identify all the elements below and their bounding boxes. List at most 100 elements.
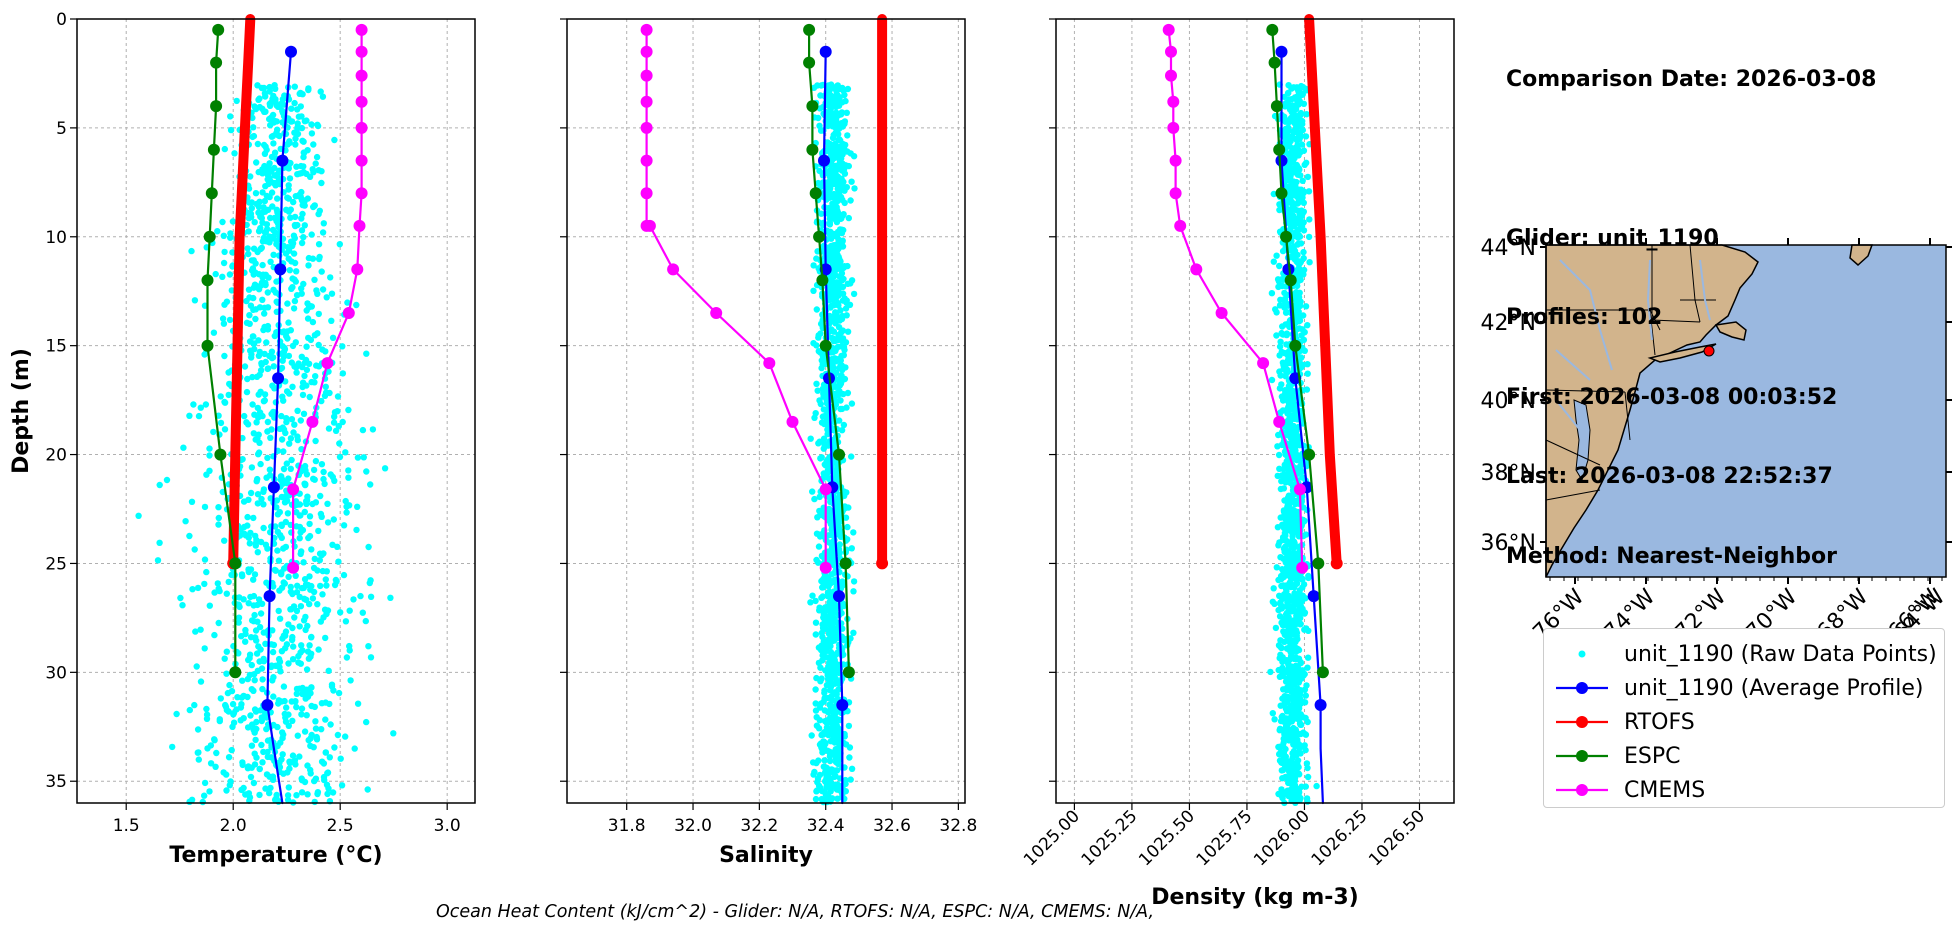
raw-data-point [211, 589, 218, 596]
raw-data-point [829, 115, 837, 122]
raw-data-point [1291, 590, 1298, 597]
raw-data-point [252, 542, 259, 549]
raw-data-point [354, 700, 362, 707]
raw-data-point [215, 514, 222, 522]
raw-data-point [318, 461, 326, 468]
raw-data-point [835, 324, 843, 331]
raw-data-point [823, 462, 830, 469]
raw-data-point [258, 741, 265, 749]
y-tick-label: 15 [45, 337, 67, 357]
raw-data-point [822, 667, 829, 674]
raw-data-point [220, 320, 228, 327]
raw-data-point [834, 82, 841, 89]
raw-data-point [831, 670, 838, 678]
raw-data-point [313, 153, 321, 161]
raw-data-point [300, 617, 308, 624]
series-marker [1167, 95, 1180, 108]
raw-data-point [280, 465, 288, 473]
raw-data-point [309, 595, 317, 602]
raw-data-point [1283, 595, 1291, 603]
raw-data-point [367, 593, 375, 600]
raw-data-point [1281, 471, 1288, 478]
raw-data-point [1294, 770, 1301, 778]
raw-data-point [247, 712, 254, 719]
raw-data-point [847, 776, 854, 783]
raw-data-point [825, 191, 833, 198]
raw-data-point [154, 557, 162, 564]
raw-data-point [1285, 348, 1292, 355]
series-marker [1165, 45, 1177, 58]
raw-data-point [284, 335, 291, 342]
raw-data-point [182, 518, 189, 525]
raw-data-point [325, 368, 332, 375]
raw-data-point [288, 105, 295, 112]
raw-data-point [180, 444, 187, 451]
raw-data-point [283, 460, 290, 467]
raw-data-point [282, 543, 290, 551]
raw-data-point [247, 634, 255, 641]
raw-data-point [298, 642, 305, 649]
raw-data-point [1281, 497, 1288, 504]
raw-data-point [308, 378, 315, 386]
raw-data-point [826, 636, 833, 643]
raw-data-point [257, 707, 264, 714]
x-tick-label: 31.8 [608, 816, 646, 836]
raw-data-point [1302, 595, 1309, 602]
raw-data-point [290, 250, 298, 257]
raw-data-point [328, 317, 335, 324]
raw-data-point [246, 312, 253, 319]
raw-data-point [830, 131, 837, 139]
raw-data-point [826, 221, 834, 228]
raw-data-point [821, 694, 829, 701]
raw-data-point [848, 453, 855, 460]
raw-data-point [848, 400, 856, 407]
raw-data-point [227, 113, 234, 120]
raw-data-point [1291, 631, 1299, 638]
raw-data-point [245, 600, 252, 607]
raw-data-point [840, 344, 848, 351]
raw-data-point [242, 532, 249, 539]
series-marker [1167, 121, 1180, 134]
raw-data-point [315, 167, 322, 174]
raw-data-point [266, 88, 273, 95]
raw-data-point [190, 401, 197, 408]
series-marker [355, 69, 368, 82]
raw-data-point [274, 220, 282, 227]
raw-data-point [304, 762, 311, 769]
raw-data-point [300, 410, 308, 417]
raw-data-point [244, 375, 251, 383]
raw-data-point [266, 472, 274, 479]
raw-data-point [310, 466, 318, 474]
raw-data-point [308, 650, 315, 657]
raw-data-point [262, 541, 270, 548]
raw-data-point [292, 698, 299, 705]
raw-data-point [281, 580, 288, 587]
raw-data-point [287, 606, 294, 613]
raw-data-point [278, 364, 286, 372]
raw-data-point [221, 248, 228, 256]
raw-data-point [310, 203, 317, 211]
raw-data-point [1284, 432, 1292, 439]
raw-data-point [195, 749, 202, 756]
raw-data-point [1300, 199, 1308, 206]
raw-data-point [839, 123, 846, 130]
raw-data-point [1289, 637, 1297, 644]
raw-data-point [820, 406, 827, 413]
x-tick-label: 32.0 [674, 816, 712, 836]
raw-data-point [1274, 472, 1281, 480]
raw-data-point [319, 591, 326, 598]
raw-data-point [173, 710, 180, 718]
series-marker [212, 23, 225, 36]
raw-data-point [810, 287, 817, 294]
raw-data-point [261, 310, 268, 317]
raw-data-point [227, 126, 235, 134]
raw-data-point [266, 193, 273, 201]
raw-data-point [270, 251, 277, 258]
raw-data-point [845, 722, 853, 730]
raw-data-point [1287, 642, 1294, 649]
raw-data-point [835, 545, 843, 553]
raw-data-point [825, 143, 833, 150]
raw-data-point [186, 412, 193, 419]
raw-data-point [1284, 513, 1292, 520]
raw-data-point [337, 755, 344, 762]
